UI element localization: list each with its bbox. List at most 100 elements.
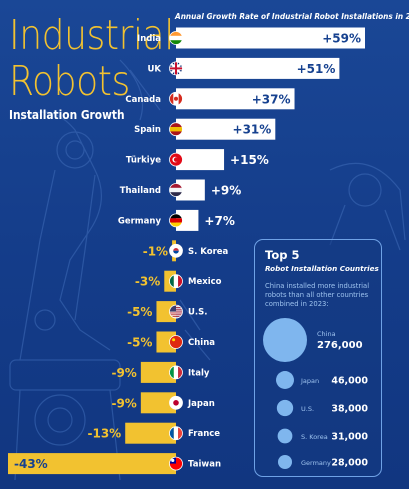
bar-row: +7% Germany	[118, 209, 235, 231]
bar	[140, 361, 176, 383]
bar	[8, 453, 176, 475]
bar	[176, 27, 365, 49]
chart-title: Annual Growth Rate of Industrial Robot I…	[175, 12, 409, 21]
bar	[156, 331, 176, 353]
bubble	[277, 428, 293, 444]
top5-panel: Top 5 Robot Installation Countries China…	[254, 239, 382, 477]
category-label: Japan	[187, 399, 215, 409]
title-block: Industrial Robots Installation Growth	[9, 11, 174, 122]
panel-note: China installed more industrial robots t…	[265, 282, 370, 308]
bubble-value-label: 46,000	[331, 376, 368, 387]
category-label: Germany	[118, 216, 162, 226]
subtitle: Installation Growth	[9, 107, 125, 122]
value-label: -5%	[127, 336, 152, 350]
category-label: Thailand	[120, 186, 161, 196]
panel-subtitle: Robot Installation Countries	[265, 264, 379, 273]
bar	[176, 179, 205, 201]
bar	[156, 301, 176, 323]
germany-flag-icon	[169, 213, 183, 228]
bar-row: -1% S. Korea	[143, 240, 229, 262]
bar-row: +37% Canada	[125, 88, 295, 110]
india-flag-icon	[169, 31, 183, 45]
category-label: Taiwan	[188, 460, 221, 470]
mexico-flag-icon	[169, 274, 183, 289]
category-label: S. Korea	[188, 247, 229, 257]
bar	[125, 422, 176, 444]
bubble-row: China 276,000	[263, 318, 363, 362]
bubble-value-label: 28,000	[331, 458, 368, 469]
us-flag-icon	[169, 304, 183, 319]
category-label: UK	[148, 64, 162, 74]
value-label: +37%	[252, 92, 291, 106]
bar-row: -43% Taiwan	[8, 453, 221, 475]
category-label: China	[188, 338, 215, 348]
value-label: +7%	[204, 214, 234, 228]
bar-row: +15% Türkiye	[126, 149, 269, 171]
bubble-country-label: Japan	[300, 377, 319, 385]
bubble-country-label: S. Korea	[301, 433, 328, 441]
bubble-country-label: U.S.	[301, 405, 314, 413]
value-label: -9%	[111, 396, 136, 410]
bubble-country-label: Germany	[301, 459, 331, 467]
category-label: India	[137, 34, 161, 44]
category-label: Canada	[125, 95, 161, 105]
bar	[176, 57, 340, 79]
bar-row: -9% Japan	[111, 392, 215, 414]
bubble-row: U.S. 38,000	[276, 399, 368, 417]
top5-bubble-chart: China 276,000 Japan 46,000 U.S. 38,000 S. Kore…	[263, 318, 368, 470]
category-label: U.S.	[188, 308, 207, 318]
value-label: +9%	[211, 184, 241, 198]
bar	[176, 88, 295, 110]
value-label: -1%	[143, 244, 168, 258]
value-label: +51%	[297, 62, 336, 76]
japan-flag-icon	[169, 395, 183, 410]
bar-row: -9% Italy	[111, 361, 210, 383]
bar-row: +51% UK	[148, 57, 340, 79]
bubble	[276, 399, 294, 417]
france-flag-icon	[169, 426, 183, 441]
spain-flag-icon	[169, 122, 183, 137]
bar-row: -13% France	[88, 422, 220, 444]
category-label: Spain	[134, 125, 161, 135]
bar-row: +59% India	[137, 27, 365, 49]
value-label: -9%	[111, 366, 136, 380]
title-line-1: Industrial	[9, 11, 174, 59]
value-label: -5%	[127, 305, 152, 319]
title-line-2: Robots	[9, 57, 130, 105]
value-label: +31%	[233, 123, 272, 137]
bubble-row: S. Korea 31,000	[277, 428, 368, 444]
bar	[176, 149, 225, 171]
bubble-value-label: 38,000	[331, 404, 368, 415]
bar-row: -5% China	[127, 331, 215, 353]
taiwan-flag-icon	[169, 456, 183, 471]
turkiye-flag-icon	[169, 152, 183, 167]
thailand-flag-icon	[169, 183, 183, 197]
bar-row: +9% Thailand	[120, 179, 241, 201]
bubble-row: Japan 46,000	[276, 371, 368, 389]
bubble-row: Germany 28,000	[277, 454, 368, 470]
italy-flag-icon	[169, 365, 183, 380]
uk-flag-icon	[169, 61, 183, 76]
value-label: -43%	[14, 457, 48, 471]
canada-flag-icon	[169, 91, 183, 106]
category-label: Mexico	[188, 277, 222, 287]
bar	[176, 118, 276, 140]
bubble	[276, 371, 294, 389]
value-label: -3%	[135, 275, 160, 289]
south-korea-flag-icon	[169, 243, 183, 258]
bar	[176, 209, 199, 231]
bar-row: -5% U.S.	[127, 301, 207, 323]
bubble-value-label: 31,000	[331, 432, 368, 443]
bubble	[277, 454, 293, 470]
category-label: Türkiye	[126, 156, 161, 166]
category-label: France	[188, 429, 220, 439]
value-label: +59%	[322, 32, 361, 46]
bubble-value-label: 276,000	[317, 340, 363, 351]
panel-title: Top 5	[265, 248, 300, 262]
value-label: -13%	[88, 427, 122, 441]
value-label: +15%	[230, 153, 269, 167]
category-label: Italy	[188, 368, 210, 378]
bar-row: -3% Mexico	[135, 270, 222, 292]
